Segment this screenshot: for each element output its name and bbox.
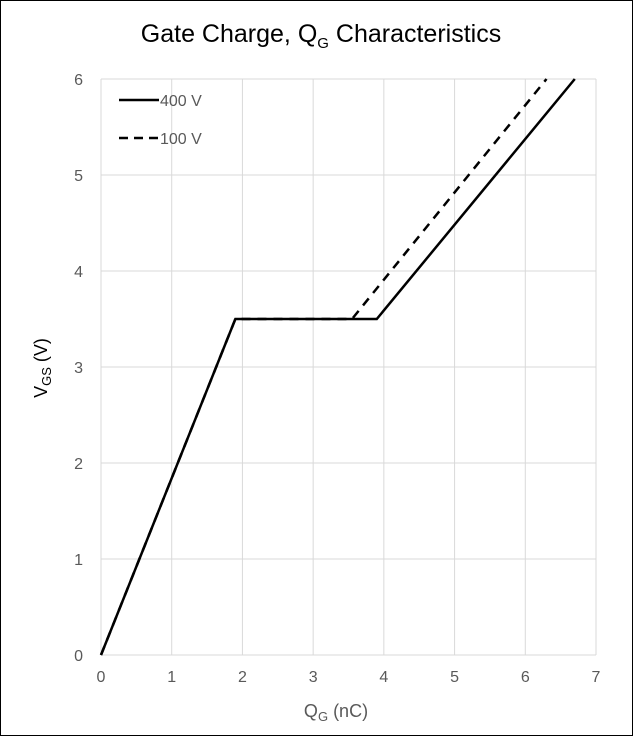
- x-axis-label-subscript: G: [318, 709, 328, 724]
- y-axis-label: VGS (V): [31, 338, 54, 398]
- y-tick-label-5: 5: [74, 168, 83, 185]
- y-tick-label-6: 6: [74, 72, 83, 89]
- y-axis-label-subscript: GS: [39, 367, 54, 386]
- y-tick-label-4: 4: [74, 264, 83, 281]
- x-tick-label-5: 5: [450, 669, 459, 686]
- grid: [100, 78, 597, 656]
- y-tick-label-2: 2: [74, 456, 83, 473]
- x-tick-label-6: 6: [521, 669, 530, 686]
- chart-title: Gate Charge, QG Characteristics: [141, 20, 501, 52]
- x-tick-label-1: 1: [167, 669, 176, 686]
- tick-labels: 0 1 2 3 4 5 6 7 0 1 2 3 4 5 6: [74, 72, 600, 686]
- chart-title-subscript: G: [317, 35, 329, 52]
- x-tick-label-2: 2: [238, 669, 247, 686]
- x-tick-label-0: 0: [97, 669, 106, 686]
- x-axis-label: QG (nC): [304, 701, 368, 724]
- x-tick-label-4: 4: [379, 669, 388, 686]
- legend-label-100-v: 100 V: [160, 131, 202, 148]
- series-lines: [99, 78, 576, 656]
- y-tick-label-0: 0: [74, 648, 83, 665]
- y-tick-label-3: 3: [74, 360, 83, 377]
- y-tick-label-1: 1: [74, 552, 83, 569]
- x-tick-label-3: 3: [309, 669, 318, 686]
- series-line-400-v: [99, 78, 576, 656]
- legend-label-400-v: 400 V: [160, 93, 202, 110]
- x-tick-label-7: 7: [592, 669, 601, 686]
- legend: 400 V 100 V: [119, 93, 202, 148]
